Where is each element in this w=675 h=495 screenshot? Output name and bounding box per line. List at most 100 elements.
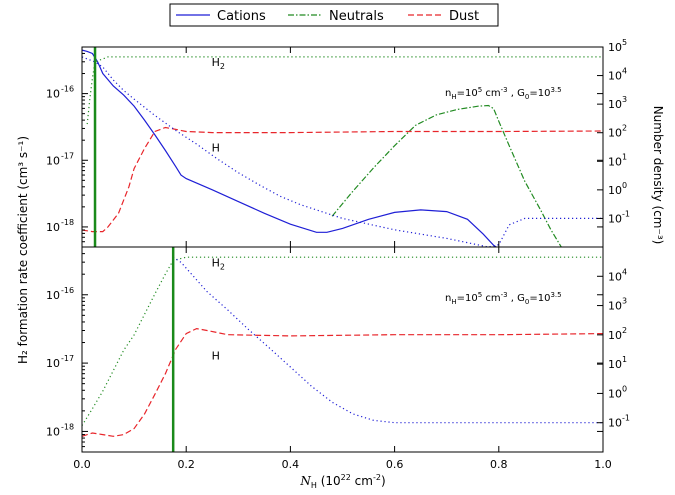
- ytick-label-left-exp-top: -17: [61, 151, 74, 160]
- ytick-label-right-exp-bottom: -1: [622, 414, 630, 423]
- series-cations-top: [82, 49, 497, 247]
- annotation-part-2: =10: [457, 293, 478, 304]
- ytick-label-right-bottom: 10: [608, 417, 622, 430]
- annotation-part-7: 0: [525, 93, 529, 101]
- ytick-label-right-exp-top: 3: [622, 95, 627, 104]
- ytick-label-right-bottom: 10: [608, 387, 622, 400]
- x-axis-label: NH (1022 cm-2): [299, 473, 385, 490]
- species-label-sub-bottom: 2: [220, 262, 225, 271]
- annotation-part-6: , G: [508, 88, 525, 99]
- ytick-label-left-top: 10: [46, 221, 60, 234]
- ytick-label-left-exp-bottom: -16: [61, 286, 74, 295]
- ytick-label-right-top: 10: [608, 155, 622, 168]
- ytick-label-left-bottom: 10: [46, 357, 60, 370]
- ytick-label-right-exp-bottom: 0: [622, 384, 627, 393]
- xtick-label: 0.6: [386, 458, 404, 471]
- annotation-part-5: -3: [501, 291, 508, 299]
- legend-label-dust: Dust: [449, 9, 479, 24]
- species-label-sub-top: 2: [220, 62, 225, 71]
- xtick-label: 0.8: [490, 458, 508, 471]
- ytick-label-right-exp-bottom: 4: [622, 267, 627, 276]
- legend-label-cations: Cations: [217, 9, 266, 24]
- annotation-part-1: H: [451, 93, 456, 101]
- annotation-part-4: cm: [482, 88, 500, 99]
- series-h2-bottom: [82, 256, 603, 426]
- ytick-label-left-bottom: 10: [46, 289, 60, 302]
- ytick-label-left-exp-bottom: -18: [61, 422, 74, 431]
- x-axis-label-tail: cm: [351, 474, 373, 488]
- ytick-label-right-exp-bottom: 3: [622, 297, 627, 306]
- x-axis-label-exp2: -2: [373, 473, 381, 482]
- xtick-label: 1.0: [594, 458, 612, 471]
- annotation-part-9: 3.5: [550, 86, 561, 94]
- ytick-label-right-exp-bottom: 2: [622, 326, 627, 335]
- annotation-part-6: , G: [508, 293, 525, 304]
- ytick-label-left-exp-top: -18: [61, 218, 74, 227]
- annotation-part-4: cm: [482, 293, 500, 304]
- ytick-label-left-top: 10: [46, 88, 60, 101]
- ytick-label-left-top: 10: [46, 154, 60, 167]
- annotation-part-2: =10: [457, 88, 478, 99]
- xtick-label: 0.2: [177, 458, 195, 471]
- ytick-label-right-top: 10: [608, 184, 622, 197]
- ytick-label-left-bottom: 10: [46, 425, 60, 438]
- x-axis-label-exp: 22: [341, 473, 351, 482]
- annotation-part-7: 0: [525, 298, 529, 306]
- ytick-label-right-exp-top: 2: [622, 124, 627, 133]
- ytick-label-right-bottom: 10: [608, 300, 622, 313]
- annotation-part-3: 5: [478, 291, 482, 299]
- ytick-label-right-top: 10: [608, 98, 622, 111]
- ytick-label-right-bottom: 10: [608, 358, 622, 371]
- species-label-bottom: H2: [212, 256, 225, 271]
- legend-box: [169, 3, 499, 27]
- series-dust-bottom: [82, 327, 603, 437]
- ytick-label-right-exp-top: 0: [622, 181, 627, 190]
- y-axis-label-left: H₂ formation rate coefficient (cm³ s⁻¹): [16, 136, 30, 364]
- annotation-part-8: =10: [529, 88, 550, 99]
- x-axis-label-n: N: [299, 474, 311, 488]
- xtick-label: 0.4: [282, 458, 300, 471]
- ytick-label-right-exp-top: -1: [622, 209, 630, 218]
- x-axis-label-sub: H: [311, 481, 317, 490]
- legend: Cations Neutrals Dust: [169, 3, 499, 27]
- annotation-part-0: n: [445, 293, 451, 304]
- ytick-label-right-top: 10: [608, 70, 622, 83]
- series-neutrals-top: [331, 104, 562, 247]
- annotation-top: nH=105 cm-3 , G0=103.5: [445, 86, 562, 101]
- series-dust-top: [82, 126, 603, 233]
- annotation-part-3: 5: [478, 86, 482, 94]
- series-h2-top: [86, 56, 603, 125]
- species-label-bottom: H: [212, 349, 220, 362]
- xtick-label: 0.0: [73, 458, 91, 471]
- ytick-label-right-exp-top: 1: [622, 152, 627, 161]
- frame-top: [81, 46, 604, 248]
- annotation-bottom: nH=105 cm-3 , G0=103.5: [445, 291, 562, 306]
- y-axis-label-right: Number density (cm⁻³): [651, 106, 665, 245]
- ytick-label-right-top: 10: [608, 212, 622, 225]
- species-label-top: H2: [212, 56, 225, 71]
- species-label-top: H: [212, 142, 220, 155]
- series-h-top: [82, 56, 603, 247]
- x-axis-label-unit: (10: [317, 474, 341, 488]
- ytick-label-right-exp-top: 4: [622, 67, 627, 76]
- ytick-label-right-exp-bottom: 1: [622, 355, 627, 364]
- annotation-part-8: =10: [529, 293, 550, 304]
- series-h-bottom: [172, 256, 603, 424]
- annotation-part-9: 3.5: [550, 291, 561, 299]
- ytick-label-right-bottom: 10: [608, 329, 622, 342]
- ytick-label-right-exp-top: 5: [622, 38, 627, 47]
- annotation-part-1: H: [451, 298, 456, 306]
- ytick-label-right-top: 10: [608, 127, 622, 140]
- annotation-part-5: -3: [501, 86, 508, 94]
- ytick-label-right-top: 10: [608, 41, 622, 54]
- ytick-label-left-exp-bottom: -17: [61, 354, 74, 363]
- ytick-label-right-bottom: 10: [608, 270, 622, 283]
- x-axis-label-close: ): [381, 474, 386, 488]
- frame-bottom: [81, 246, 604, 453]
- annotation-part-0: n: [445, 88, 451, 99]
- legend-label-neutrals: Neutrals: [329, 9, 384, 24]
- ytick-label-left-exp-top: -16: [61, 85, 74, 94]
